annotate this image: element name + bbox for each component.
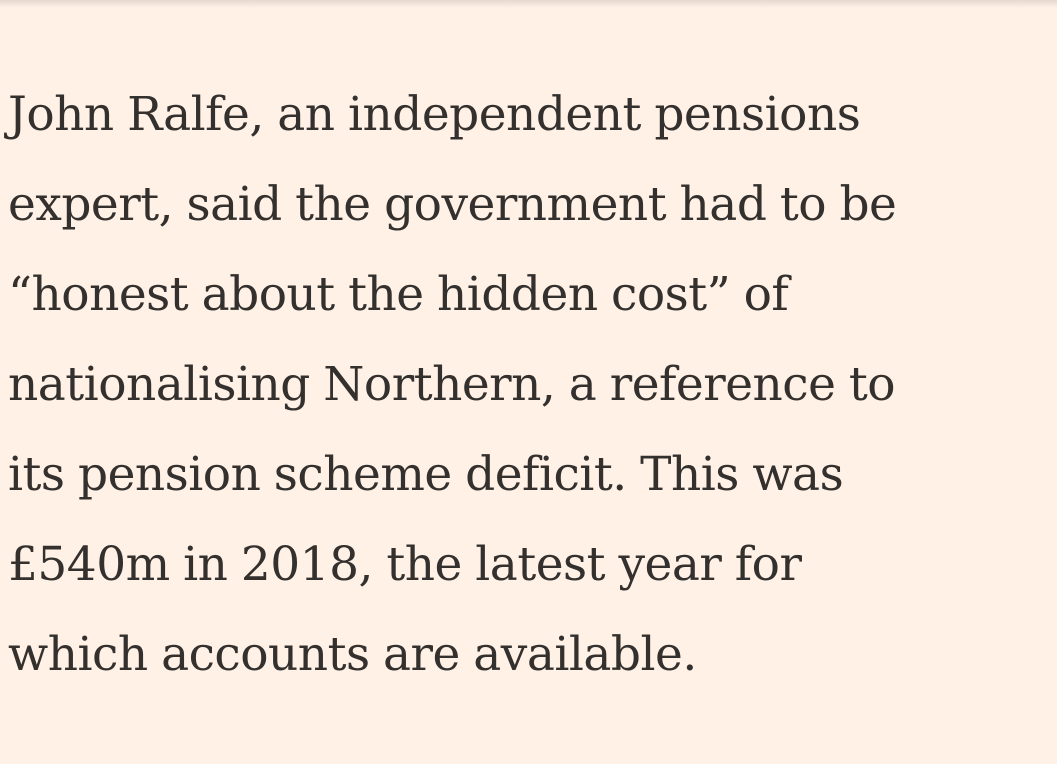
paragraph-line: nationalising Northern, a reference to [8, 357, 896, 412]
article-body: John Ralfe, an independent pensions expe… [8, 70, 1028, 700]
paragraph-line: £540m in 2018, the latest year for [8, 537, 802, 592]
paragraph-line: its pension scheme deficit. This was [8, 447, 844, 502]
paragraph-line: “honest about the hidden cost” of [8, 267, 789, 322]
top-edge-shadow [0, 0, 1057, 8]
article-paragraph: John Ralfe, an independent pensions expe… [8, 70, 1028, 700]
paragraph-line: which accounts are available. [8, 627, 697, 682]
paragraph-line: expert, said the government had to be [8, 177, 897, 232]
paragraph-line: John Ralfe, an independent pensions [8, 87, 861, 142]
